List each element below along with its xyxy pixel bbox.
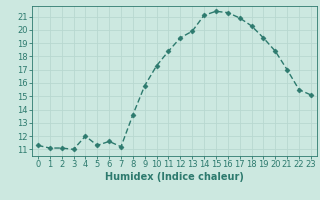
- X-axis label: Humidex (Indice chaleur): Humidex (Indice chaleur): [105, 172, 244, 182]
